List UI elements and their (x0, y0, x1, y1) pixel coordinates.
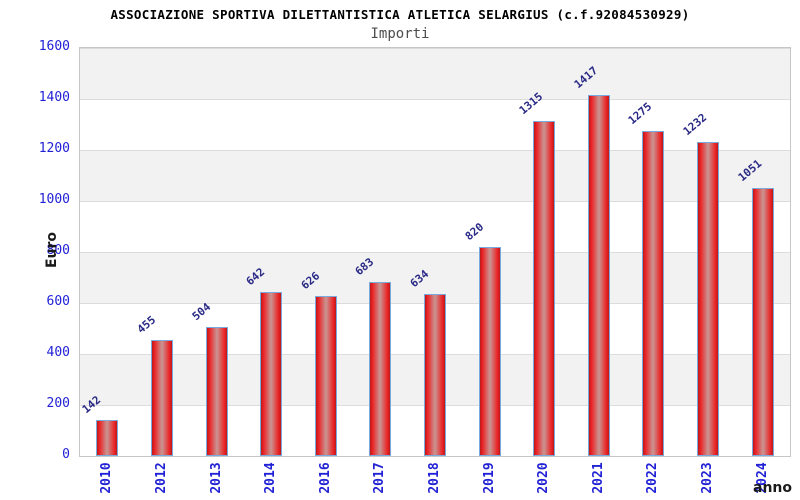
x-tick-label: 2018 (427, 462, 442, 494)
bar-value-label: 504 (189, 300, 214, 323)
bar-2014 (260, 292, 282, 456)
chart-subtitle: Importi (370, 26, 430, 42)
y-axis-title: Euro (44, 231, 60, 269)
x-tick-label: 2010 (99, 462, 114, 494)
bar-2019 (479, 247, 501, 456)
chart-title: ASSOCIAZIONE SPORTIVA DILETTANTISTICA AT… (110, 7, 690, 22)
x-tick-label: 2022 (645, 462, 660, 494)
bar-value-label: 820 (462, 220, 487, 243)
bar-2021 (588, 95, 610, 456)
bar-value-label: 634 (407, 267, 432, 290)
bar-value-label: 1051 (735, 157, 765, 184)
x-tick-label: 2013 (209, 462, 224, 494)
plot-area: 142 455 504 642 626 683 634 820 1315 1417 1275 1232… (79, 47, 791, 457)
y-tick-label: 1200 (38, 141, 70, 156)
bar-2020 (533, 121, 555, 456)
x-tick-label: 2017 (372, 462, 387, 494)
bar-value-label: 1417 (571, 64, 601, 91)
bar-2016 (315, 296, 337, 456)
bar-value-label: 626 (298, 269, 323, 292)
bar-value-label: 142 (79, 393, 104, 416)
y-tick-label: 200 (46, 396, 70, 411)
bar-value-label: 1315 (516, 90, 546, 117)
bar-2023 (697, 142, 719, 456)
bar-2022 (642, 131, 664, 456)
bar-2017 (369, 282, 391, 456)
x-tick-label: 2020 (536, 462, 551, 494)
y-tick-label: 600 (46, 294, 70, 309)
y-tick-label: 1000 (38, 192, 70, 207)
x-tick-label: 2019 (482, 462, 497, 494)
x-tick-label: 2023 (700, 462, 715, 494)
x-tick-label: 2016 (318, 462, 333, 494)
bar-value-label: 683 (352, 255, 377, 278)
bar-2010 (96, 420, 118, 456)
bar-2013 (206, 327, 228, 456)
x-tick-label: 2014 (263, 462, 278, 494)
bar-2012 (151, 340, 173, 456)
bar-2024 (752, 188, 774, 456)
y-tick-label: 1600 (38, 39, 70, 54)
y-tick-label: 400 (46, 345, 70, 360)
bar-2018 (424, 294, 446, 456)
x-axis-title: anno (753, 480, 792, 496)
y-tick-label: 1400 (38, 90, 70, 105)
bar-value-label: 1232 (680, 111, 710, 138)
x-tick-label: 2012 (154, 462, 169, 494)
y-tick-label: 800 (46, 243, 70, 258)
x-tick-label: 2021 (591, 462, 606, 494)
bar-value-label: 455 (134, 313, 159, 336)
bar-value-label: 642 (243, 265, 268, 288)
y-tick-label: 0 (62, 447, 70, 462)
bar-value-label: 1275 (625, 100, 655, 127)
